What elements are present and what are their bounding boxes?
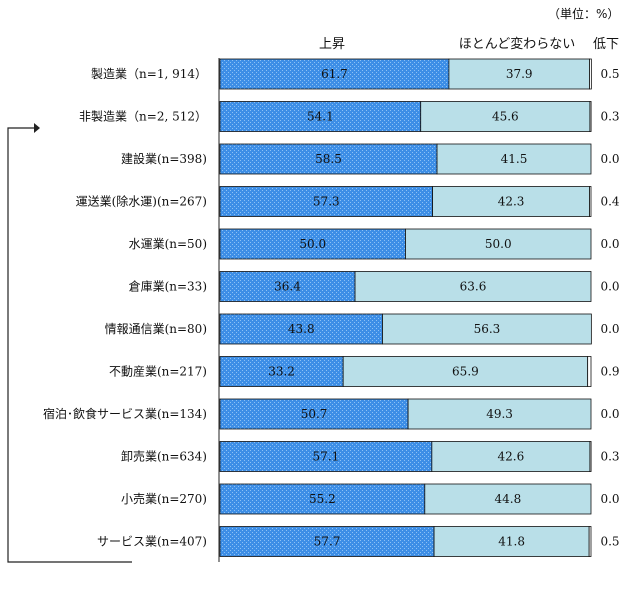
value-label: 57.3: [313, 195, 340, 209]
bracket-connector: [7, 127, 132, 563]
value-label: 42.3: [498, 195, 525, 209]
value-label: 50.0: [299, 237, 326, 251]
value-label: 0.3: [600, 450, 619, 464]
value-label: 0.9: [600, 365, 619, 379]
value-label: 50.7: [301, 407, 328, 421]
bar-segment: [436, 143, 592, 175]
value-label: 0.5: [600, 535, 619, 549]
category-label: 不動産業(n=217): [109, 364, 207, 379]
value-label: 33.2: [268, 365, 295, 379]
value-label: 0.0: [600, 280, 619, 294]
bar-segment: [432, 186, 590, 217]
value-label: 57.1: [313, 450, 340, 464]
category-label: 非製造業（n=2, 512）: [79, 110, 207, 124]
bar-segment: [219, 186, 433, 217]
value-label: 55.2: [309, 492, 336, 506]
value-label: 0.0: [600, 407, 619, 421]
bar-segment: [354, 271, 592, 302]
value-label: 63.6: [460, 280, 487, 294]
value-label: 0.0: [600, 152, 619, 166]
category-label: 製造業（n=1, 914）: [91, 67, 207, 81]
value-label: 36.4: [274, 280, 301, 294]
value-label: 37.9: [506, 67, 533, 81]
value-label: 43.8: [288, 322, 315, 336]
value-label: 0.0: [600, 322, 619, 336]
bracket-arrow: [34, 123, 40, 133]
category-label: サービス業(n=407): [97, 535, 207, 549]
value-label: 65.9: [452, 365, 479, 379]
category-label: 倉庫業(n=33): [129, 279, 207, 294]
bar-segment: [219, 441, 433, 472]
category-label: 卸売業(n=634): [121, 449, 207, 464]
bar-segment: [219, 398, 409, 430]
category-label: 小売業(n=270): [121, 491, 207, 506]
unit-label: （単位：%）: [548, 6, 619, 21]
value-label: 61.7: [321, 67, 348, 81]
value-label: 49.3: [486, 407, 513, 421]
bar-segment: [219, 483, 426, 515]
bar-segment: [219, 313, 383, 345]
bar-segment: [420, 101, 591, 132]
value-label: 44.8: [495, 492, 522, 506]
bar-segment: [448, 58, 590, 90]
bar-segment: [588, 526, 592, 557]
bar-segment: [424, 483, 592, 515]
value-label: 41.5: [501, 152, 528, 166]
category-label: 水運業(n=50): [129, 237, 207, 251]
bar-segment: [589, 186, 592, 217]
value-label: 58.5: [315, 152, 342, 166]
category-label: 情報通信業(n=80): [105, 322, 207, 336]
bar-segment: [219, 101, 422, 132]
bar-segment: [589, 101, 592, 132]
bar-segment: [407, 398, 592, 430]
legend-rise: 上昇: [319, 37, 345, 52]
legend-unchanged: ほとんど変わらない: [459, 36, 576, 52]
value-label: 56.3: [474, 322, 501, 336]
bar-segment: [589, 441, 592, 472]
value-label: 0.4: [600, 195, 619, 209]
value-label: 0.0: [600, 237, 619, 251]
bar-segment: [405, 228, 592, 260]
bar-segment: [587, 356, 592, 387]
bar-segment: [219, 143, 438, 175]
value-label: 42.6: [498, 450, 525, 464]
bar-segment: [219, 526, 435, 557]
value-label: 0.3: [600, 110, 619, 124]
value-label: 0.5: [600, 67, 619, 81]
legend-decline: 低下: [593, 37, 619, 52]
value-label: 0.0: [600, 492, 619, 506]
bar-segment: [589, 58, 592, 90]
value-label: 41.8: [498, 535, 525, 549]
category-label: 宿泊･飲食サービス業(n=134): [43, 406, 207, 421]
bar-segment: [342, 356, 589, 387]
bar-segment: [219, 228, 406, 260]
category-label: 建設業(n=398): [121, 151, 207, 166]
bar-segment: [219, 58, 450, 90]
bar-segment: [431, 441, 591, 472]
value-label: 57.7: [314, 535, 341, 549]
bar-segment: [382, 313, 592, 345]
value-label: 54.1: [307, 110, 334, 124]
category-label: 運送業(除水運)(n=267): [76, 194, 207, 209]
value-label: 45.6: [492, 110, 519, 124]
value-label: 50.0: [485, 237, 512, 251]
